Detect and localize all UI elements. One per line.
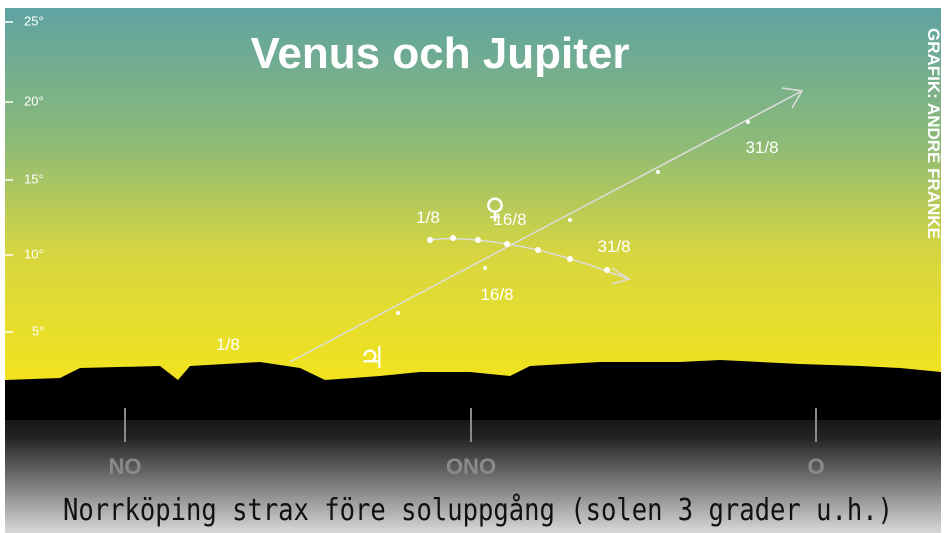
direction-label: O <box>807 454 824 479</box>
caption: Norrköping strax före soluppgång (solen … <box>63 493 893 528</box>
direction-label: ONO <box>446 454 496 479</box>
jupiter-symbol: ♃ <box>359 341 386 376</box>
sky-chart: 25° 20° 15° 10° 5° Venus och Jupiter GRA… <box>0 0 946 533</box>
altitude-label: 10° <box>24 246 44 261</box>
venus-date: 1/8 <box>416 208 440 227</box>
jupiter-date: 1/8 <box>216 335 240 354</box>
altitude-label: 15° <box>24 171 44 186</box>
venus-date: 31/8 <box>597 237 630 256</box>
credit: GRAFIK: ANDRÉ FRANKE <box>924 28 943 239</box>
venus-date: 16/8 <box>493 210 526 229</box>
altitude-label: 5° <box>32 323 44 338</box>
altitude-label: 25° <box>24 13 44 28</box>
jupiter-date: 16/8 <box>480 285 513 304</box>
altitude-label: 20° <box>24 93 44 108</box>
direction-label: NO <box>109 454 142 479</box>
jupiter-date: 31/8 <box>745 138 778 157</box>
title: Venus och Jupiter <box>251 29 630 78</box>
